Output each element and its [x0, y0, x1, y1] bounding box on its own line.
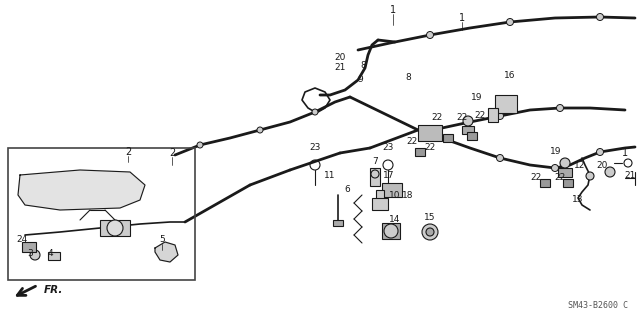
Text: 17: 17 — [383, 170, 395, 180]
Text: 21: 21 — [334, 63, 346, 72]
Circle shape — [426, 228, 434, 236]
Text: 11: 11 — [324, 170, 336, 180]
Text: 9: 9 — [357, 76, 363, 85]
Circle shape — [463, 116, 473, 126]
Bar — [558, 168, 572, 177]
Text: 16: 16 — [504, 70, 516, 79]
Circle shape — [426, 32, 433, 39]
Text: 22: 22 — [406, 137, 418, 146]
Circle shape — [560, 158, 570, 168]
Text: 20: 20 — [596, 160, 608, 169]
Text: 19: 19 — [550, 147, 562, 157]
Circle shape — [596, 149, 604, 155]
Text: 14: 14 — [389, 216, 401, 225]
Text: 20: 20 — [334, 54, 346, 63]
Circle shape — [371, 170, 379, 178]
Text: 22: 22 — [531, 174, 541, 182]
Bar — [462, 126, 474, 134]
Circle shape — [586, 172, 594, 180]
Circle shape — [557, 105, 563, 112]
Bar — [495, 95, 517, 113]
Text: 23: 23 — [309, 144, 321, 152]
Text: 24: 24 — [17, 235, 28, 244]
Bar — [563, 179, 573, 187]
Circle shape — [312, 109, 318, 115]
Circle shape — [257, 127, 263, 133]
Bar — [376, 190, 384, 200]
Bar — [372, 198, 388, 210]
Bar — [370, 168, 380, 186]
Text: 8: 8 — [405, 73, 411, 83]
Bar — [333, 220, 343, 226]
Bar — [8, 148, 195, 280]
Bar — [488, 108, 498, 122]
Text: 18: 18 — [403, 190, 413, 199]
Circle shape — [497, 154, 504, 161]
Bar — [382, 183, 402, 197]
Bar — [540, 179, 550, 187]
Text: 5: 5 — [159, 235, 165, 244]
Bar — [418, 125, 442, 141]
Circle shape — [197, 142, 203, 148]
Text: 1: 1 — [459, 13, 465, 23]
Bar — [443, 134, 453, 142]
Text: 7: 7 — [372, 158, 378, 167]
Bar — [22, 242, 36, 252]
Circle shape — [384, 224, 398, 238]
Text: 1: 1 — [622, 148, 628, 158]
Text: 2: 2 — [169, 148, 175, 158]
Bar — [415, 148, 425, 156]
Text: 22: 22 — [474, 110, 486, 120]
Circle shape — [497, 113, 504, 120]
Text: 12: 12 — [574, 160, 586, 169]
Polygon shape — [155, 242, 178, 262]
Circle shape — [506, 19, 513, 26]
Circle shape — [596, 13, 604, 20]
Text: 1: 1 — [390, 5, 396, 15]
Circle shape — [107, 220, 123, 236]
Text: 22: 22 — [431, 114, 443, 122]
Text: FR.: FR. — [44, 285, 63, 295]
Text: 22: 22 — [456, 114, 468, 122]
Text: 21: 21 — [624, 170, 636, 180]
Circle shape — [605, 167, 615, 177]
Bar — [100, 220, 130, 236]
Circle shape — [30, 250, 40, 260]
Text: 4: 4 — [47, 249, 53, 258]
Text: 2: 2 — [125, 147, 131, 157]
Bar — [382, 223, 400, 239]
Text: 23: 23 — [382, 144, 394, 152]
Circle shape — [422, 224, 438, 240]
Circle shape — [552, 165, 559, 172]
Text: 15: 15 — [424, 213, 436, 222]
Bar — [48, 252, 60, 260]
Polygon shape — [18, 170, 145, 210]
Text: 13: 13 — [572, 196, 584, 204]
Text: SM43-B2600 C: SM43-B2600 C — [568, 301, 628, 310]
Text: 19: 19 — [471, 93, 483, 101]
Text: 22: 22 — [554, 174, 566, 182]
Text: 8: 8 — [360, 61, 366, 70]
Bar — [467, 132, 477, 140]
Text: 3: 3 — [27, 249, 33, 258]
Text: 22: 22 — [424, 144, 436, 152]
Text: 6: 6 — [344, 186, 350, 195]
Text: 10: 10 — [389, 190, 401, 199]
